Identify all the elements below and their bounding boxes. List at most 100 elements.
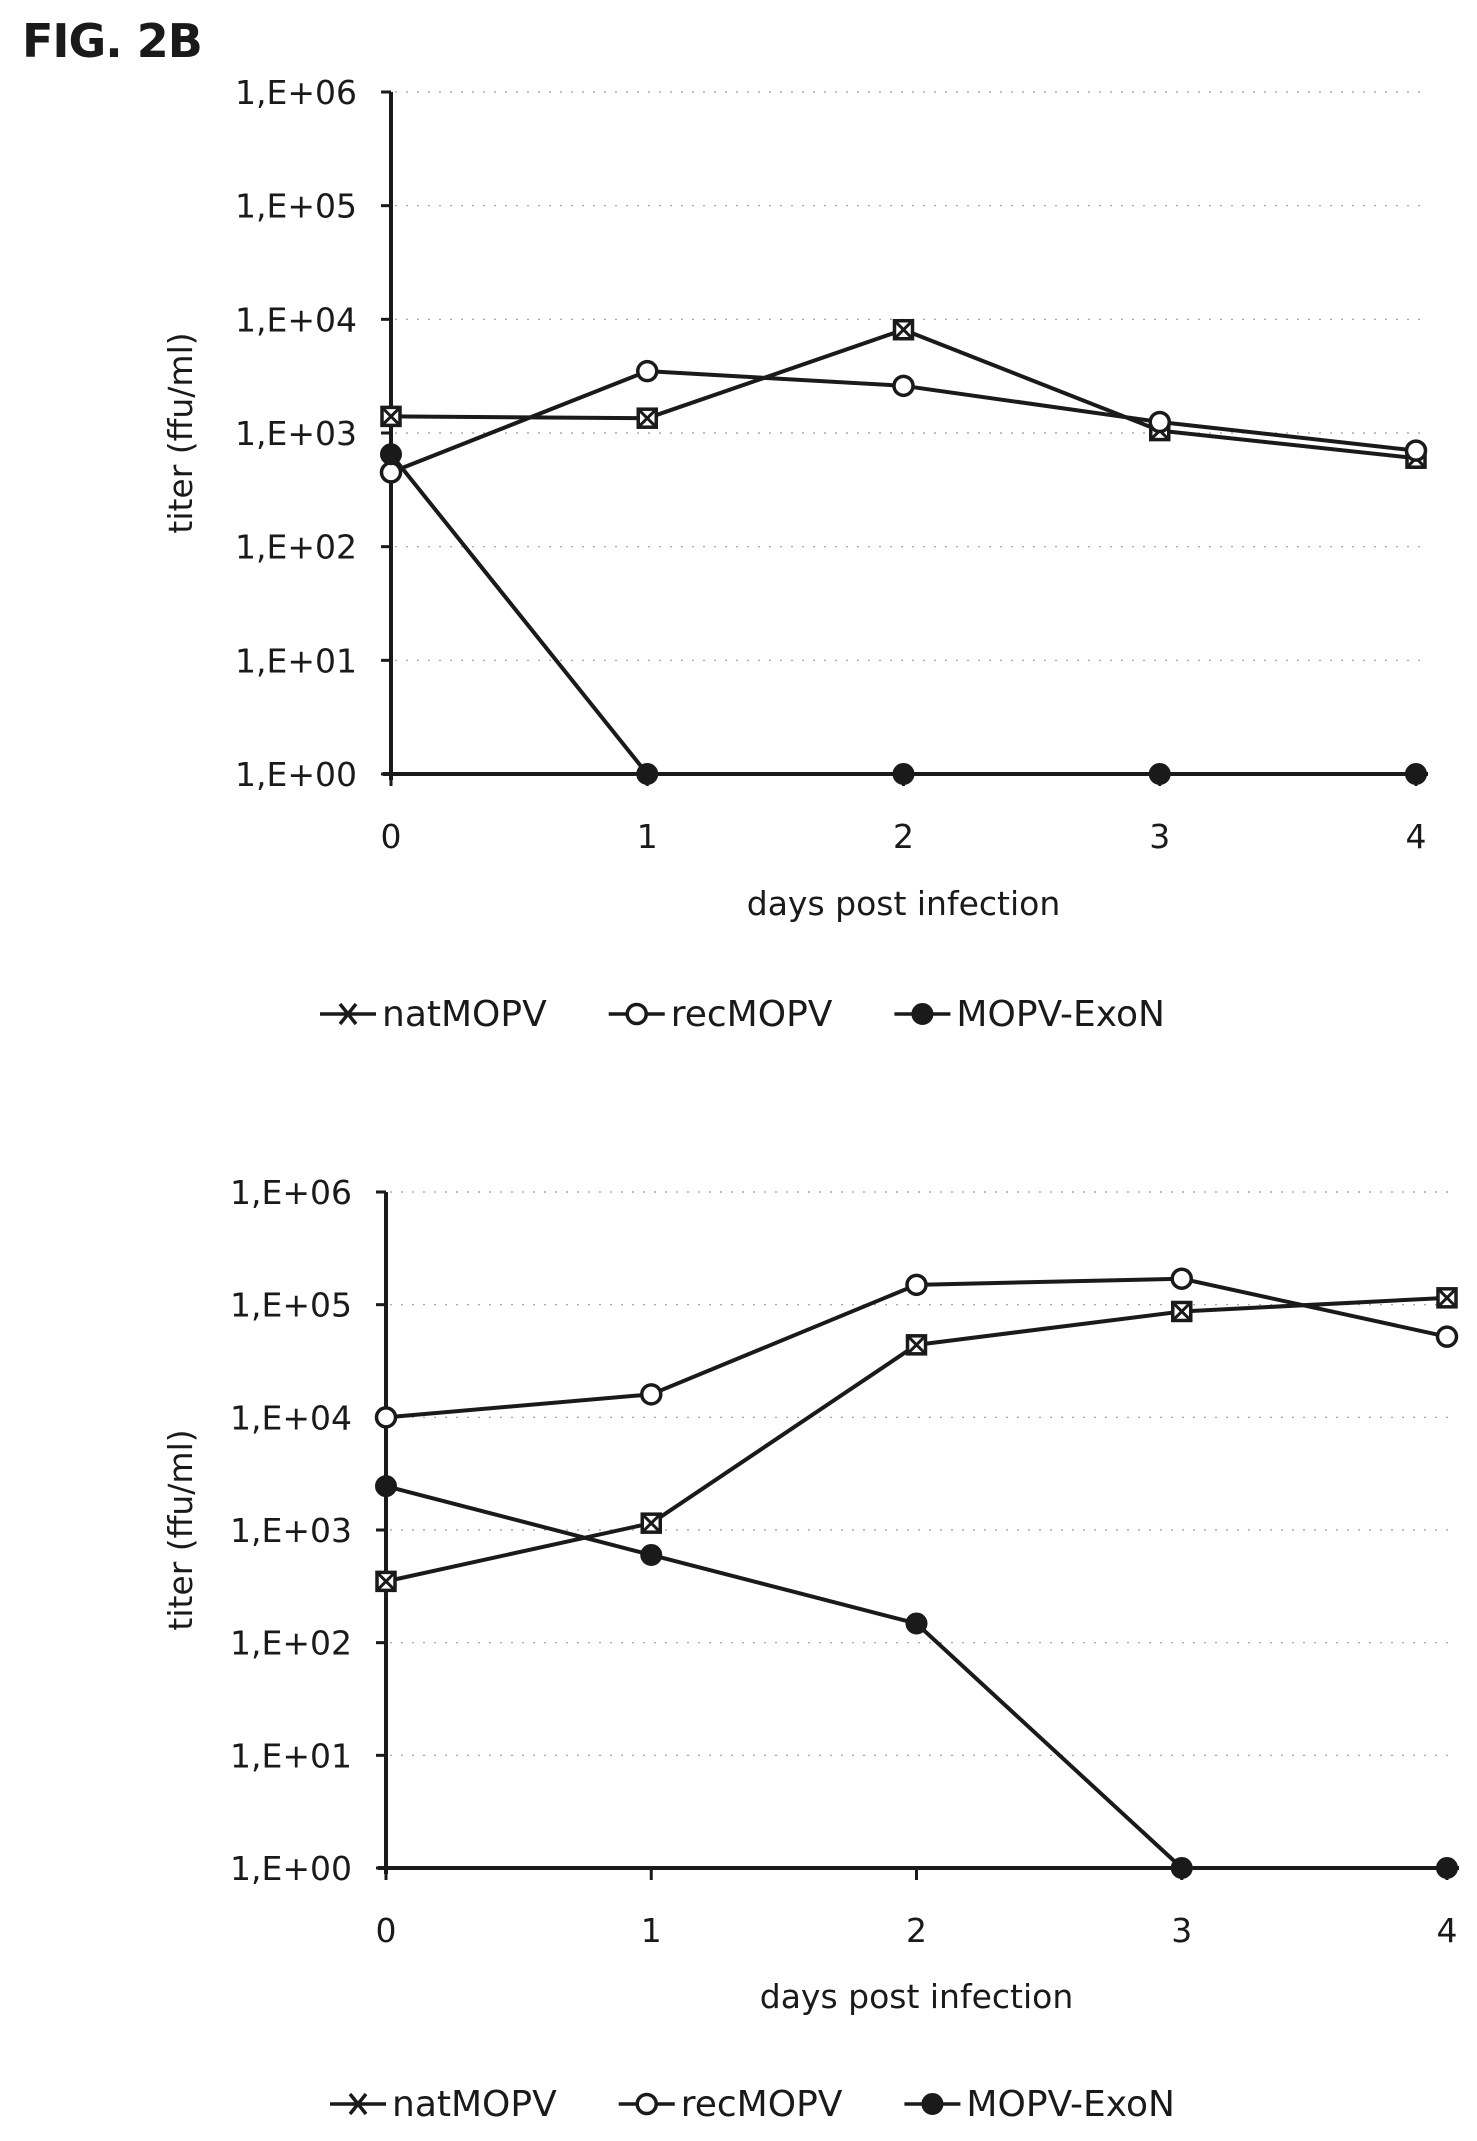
y-tick-label: 1,E+05 bbox=[230, 1286, 352, 1325]
data-point-natmopv bbox=[380, 405, 402, 428]
legend-item: recMOPV bbox=[618, 2084, 843, 2125]
chart-top: 1,E+00 1,E+01 1,E+02 1,E+03 1,E+04 1,E+05 1,E+… bbox=[161, 73, 1428, 1035]
data-point-recmopv bbox=[636, 359, 659, 383]
marker-x-stroke bbox=[637, 408, 658, 429]
marker-filled-circle bbox=[921, 2093, 944, 2115]
legend-marker-icon bbox=[921, 2093, 944, 2115]
marker-filled-circle bbox=[636, 763, 659, 785]
x-tick-label: 4 bbox=[1406, 817, 1427, 856]
marker-open-circle bbox=[1148, 410, 1171, 434]
data-point-mopv-exon bbox=[1405, 763, 1427, 785]
data-point-mopv-exon bbox=[1148, 763, 1171, 785]
marker-filled-circle bbox=[911, 1003, 934, 1025]
y-tick-label: 1,E+05 bbox=[235, 187, 357, 226]
marker-filled-circle bbox=[892, 763, 915, 785]
y-tick-label: 1,E+04 bbox=[235, 300, 357, 339]
legend-x-icon bbox=[348, 2092, 368, 2116]
data-point-recmopv bbox=[1435, 1325, 1459, 1348]
data-point-natmopv bbox=[636, 407, 658, 429]
data-point-natmopv bbox=[375, 1570, 397, 1593]
data-point-recmopv bbox=[892, 374, 915, 398]
legend-label: MOPV-ExoN bbox=[966, 2084, 1175, 2125]
x-tick-label: 2 bbox=[906, 1911, 927, 1950]
legend-label: MOPV-ExoN bbox=[956, 994, 1165, 1035]
legend-label: natMOPV bbox=[392, 2084, 557, 2125]
data-point-mopv-exon bbox=[905, 1612, 928, 1635]
marker-filled-circle bbox=[1436, 1857, 1458, 1879]
marker-filled-circle bbox=[375, 1475, 397, 1498]
marker-open-circle bbox=[1170, 1267, 1193, 1290]
marker-open-circle bbox=[1435, 1325, 1459, 1348]
data-point-recmopv bbox=[1148, 410, 1171, 434]
x-tick-label: 1 bbox=[637, 817, 658, 856]
data-point-mopv-exon bbox=[380, 443, 402, 466]
marker-open-circle bbox=[625, 1002, 648, 1026]
x-tick-label: 4 bbox=[1437, 1911, 1458, 1950]
data-point-natmopv bbox=[1436, 1287, 1458, 1309]
data-point-natmopv bbox=[905, 1334, 928, 1356]
marker-filled-circle bbox=[640, 1543, 663, 1566]
y-tick-label: 1,E+03 bbox=[230, 1511, 352, 1550]
marker-filled-circle bbox=[1148, 763, 1171, 785]
legend-item: MOPV-ExoN bbox=[904, 2084, 1175, 2125]
y-tick-label: 1,E+02 bbox=[230, 1624, 352, 1663]
chart-bottom: 1,E+00 1,E+01 1,E+02 1,E+03 1,E+04 1,E+05 1,E+… bbox=[161, 1173, 1459, 2125]
marker-x-stroke bbox=[906, 1334, 927, 1355]
marker-x-stroke bbox=[641, 1513, 662, 1534]
y-tick-label: 1,E+01 bbox=[235, 641, 357, 680]
legend-item: MOPV-ExoN bbox=[894, 994, 1165, 1035]
data-point-mopv-exon bbox=[636, 763, 659, 785]
legend: natMOPV recMOPV MOPV-ExoN bbox=[330, 2084, 1175, 2125]
marker-filled-circle bbox=[380, 443, 402, 466]
marker-open-circle bbox=[379, 461, 403, 484]
y-tick-label: 1,E+06 bbox=[235, 73, 357, 112]
marker-filled-circle bbox=[1405, 763, 1427, 785]
x-axis-title: days post infection bbox=[760, 1977, 1074, 2016]
y-axis-title: titer (ffu/ml) bbox=[161, 332, 200, 533]
marker-x-stroke bbox=[380, 406, 402, 427]
data-point-mopv-exon bbox=[1170, 1857, 1193, 1879]
legend-marker-icon bbox=[635, 2092, 658, 2116]
legend-marker-icon bbox=[625, 1002, 648, 1026]
marker-open-circle bbox=[905, 1273, 928, 1297]
figure-label: FIG. 2B bbox=[22, 14, 203, 68]
data-point-recmopv bbox=[1170, 1267, 1193, 1290]
data-point-natmopv bbox=[640, 1512, 662, 1534]
y-tick-label: 1,E+00 bbox=[235, 755, 357, 794]
marker-x-stroke bbox=[375, 1571, 397, 1592]
legend: natMOPV recMOPV MOPV-ExoN bbox=[320, 994, 1165, 1035]
marker-open-circle bbox=[1404, 439, 1428, 462]
y-tick-label: 1,E+01 bbox=[230, 1736, 352, 1775]
marker-open-circle bbox=[636, 359, 659, 383]
marker-x-stroke bbox=[893, 319, 914, 340]
y-tick-label: 1,E+03 bbox=[235, 414, 357, 453]
y-tick-label: 1,E+00 bbox=[230, 1849, 352, 1888]
data-point-recmopv bbox=[905, 1273, 928, 1297]
legend-label: recMOPV bbox=[671, 994, 833, 1035]
data-point-mopv-exon bbox=[1436, 1857, 1458, 1879]
data-point-mopv-exon bbox=[640, 1543, 663, 1566]
data-point-mopv-exon bbox=[892, 763, 915, 785]
x-tick-label: 3 bbox=[1149, 817, 1170, 856]
legend-item: natMOPV bbox=[330, 2084, 557, 2125]
legend-item: recMOPV bbox=[608, 994, 833, 1035]
series-line-mopv-exon bbox=[389, 453, 1416, 776]
y-tick-label: 1,E+02 bbox=[235, 528, 357, 567]
data-point-natmopv bbox=[892, 318, 915, 341]
x-tick-label: 2 bbox=[893, 817, 914, 856]
legend-label: natMOPV bbox=[382, 994, 547, 1035]
data-point-recmopv bbox=[379, 461, 403, 484]
y-tick-label: 1,E+04 bbox=[230, 1398, 352, 1437]
data-point-mopv-exon bbox=[375, 1475, 397, 1498]
data-point-recmopv bbox=[374, 1406, 398, 1429]
x-tick-label: 0 bbox=[376, 1911, 397, 1950]
marker-filled-circle bbox=[905, 1612, 928, 1635]
y-axis-title: titer (ffu/ml) bbox=[161, 1429, 200, 1630]
data-point-natmopv bbox=[1171, 1300, 1193, 1323]
legend-marker-icon bbox=[911, 1003, 934, 1025]
x-tick-label: 1 bbox=[641, 1911, 662, 1950]
data-point-recmopv bbox=[640, 1383, 663, 1406]
marker-open-circle bbox=[374, 1406, 398, 1429]
x-axis-title: days post infection bbox=[747, 884, 1061, 923]
